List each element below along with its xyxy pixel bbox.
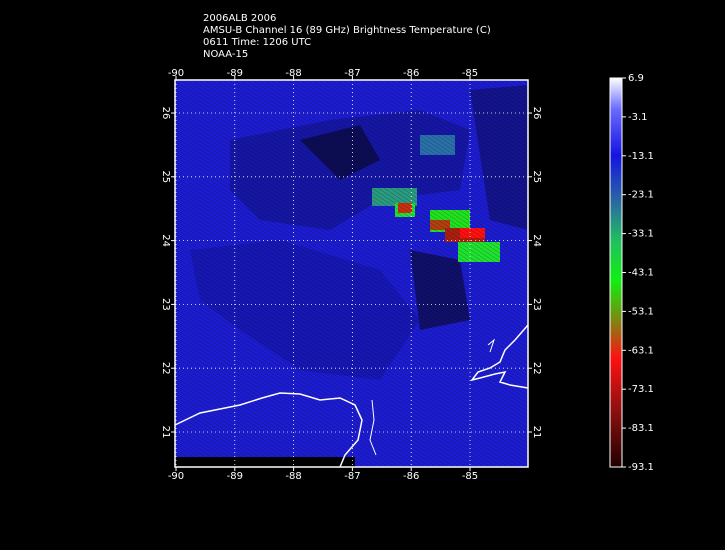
- colorbar-label: -3.1: [628, 112, 648, 123]
- colorbar-label: 6.9: [628, 73, 644, 84]
- colorbar-label: -73.1: [628, 384, 654, 395]
- scan-lines: [175, 80, 528, 467]
- lat-label: 23: [531, 298, 542, 311]
- colorbar-label: -53.1: [628, 306, 654, 317]
- lat-label: 23: [160, 298, 171, 311]
- coastline: [487, 338, 496, 353]
- lat-label: 25: [531, 170, 542, 183]
- lat-label: 26: [531, 107, 542, 120]
- lon-label: -88: [285, 471, 301, 482]
- colorbar-label: -13.1: [628, 151, 654, 162]
- lon-label: -87: [344, 68, 360, 79]
- lon-label: -85: [462, 471, 478, 482]
- lon-label: -89: [227, 471, 243, 482]
- lat-label: 24: [531, 234, 542, 247]
- map-frame: [174, 79, 529, 468]
- lon-label: -88: [285, 68, 301, 79]
- no-data: [175, 457, 355, 467]
- colorbar-label: -83.1: [628, 423, 654, 434]
- colorbar-label: -33.1: [628, 229, 654, 240]
- lon-label: -85: [462, 68, 478, 79]
- lat-label: 22: [531, 362, 542, 375]
- title-line: 2006ALB 2006: [203, 13, 276, 24]
- coastline: [470, 324, 529, 389]
- colorbar-ramp: [609, 77, 623, 468]
- lat-label: 25: [160, 170, 171, 183]
- lon-label: -86: [403, 471, 419, 482]
- lon-label: -89: [227, 68, 243, 79]
- colorbar-label: -43.1: [628, 268, 654, 279]
- colorbar-label: -23.1: [628, 190, 654, 201]
- coastline: [174, 392, 363, 468]
- title-line: NOAA-15: [203, 49, 248, 60]
- lat-label: 26: [160, 107, 171, 120]
- lat-label: 22: [160, 362, 171, 375]
- lat-label: 21: [160, 426, 171, 439]
- colorbar-label: -93.1: [628, 462, 654, 473]
- colorbar: 6.9 -3.1 -13.1 -23.1 -33.1 -43.1 -53.1 -63.1 -73…: [609, 73, 654, 473]
- lon-label: -87: [344, 471, 360, 482]
- lon-label: -90: [168, 68, 184, 79]
- lat-label: 21: [531, 426, 542, 439]
- lon-label: -90: [168, 471, 184, 482]
- title-line: 0611 Time: 1206 UTC: [203, 37, 311, 48]
- title-line: AMSU-B Channel 16 (89 GHz) Brightness Te…: [203, 25, 491, 36]
- coastline: [369, 399, 377, 456]
- colorbar-label: -63.1: [628, 345, 654, 356]
- lat-label: 24: [160, 234, 171, 247]
- lon-label: -86: [403, 68, 419, 79]
- map: -90 -90 -89 -89 -88 -88 -87 -87 -86 -86 -85 -85 26 26…: [160, 68, 542, 482]
